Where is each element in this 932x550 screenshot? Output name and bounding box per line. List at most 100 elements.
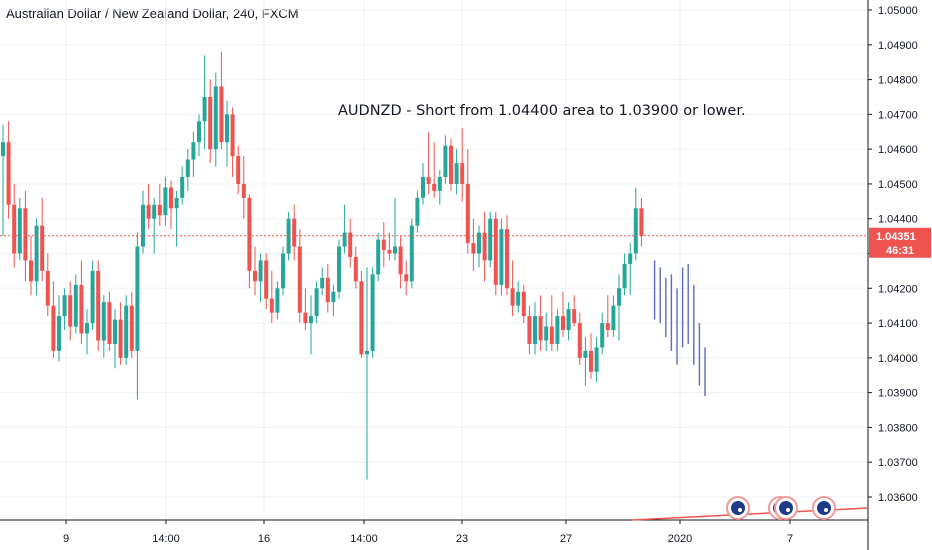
candle-body [34, 225, 39, 282]
candle-body [353, 256, 358, 282]
candle-body [561, 316, 565, 331]
candle-body [348, 232, 353, 257]
candle-body [443, 145, 448, 177]
candle-body [583, 350, 588, 358]
flag-icon [731, 501, 745, 515]
candle-body [510, 288, 515, 306]
candle-body [549, 326, 554, 344]
candle-body [398, 246, 403, 275]
y-tick-label: 1.04800 [878, 75, 918, 87]
candle-body [359, 281, 364, 355]
candle-body [633, 208, 638, 254]
candle-body [387, 250, 392, 254]
candle-body [45, 270, 50, 306]
candle-body [477, 232, 481, 254]
y-tick-label: 1.03600 [878, 492, 918, 504]
candle-body [505, 229, 509, 289]
candle-body [17, 208, 22, 254]
candle-body [449, 145, 453, 184]
candle-body [432, 183, 437, 191]
candle-body [381, 239, 386, 251]
candle-body [437, 176, 442, 191]
y-tick-label: 1.04400 [878, 214, 918, 226]
candle-body [404, 274, 409, 282]
candle-body [264, 260, 269, 299]
candle-body [129, 305, 134, 351]
y-tick-label: 1.04900 [878, 40, 918, 52]
candle-body [113, 319, 117, 344]
countdown-label: 46:31 [886, 245, 914, 257]
candle-body [225, 114, 229, 143]
candle-body [174, 197, 179, 209]
candle-body [516, 291, 521, 306]
candle-body [180, 176, 185, 198]
flag-icon [817, 501, 831, 515]
y-tick-label: 1.04700 [878, 109, 918, 121]
x-tick-label: 16 [258, 533, 270, 545]
candle-body [12, 204, 17, 254]
candle-body [241, 183, 246, 198]
current-price-label: 1.04351 [876, 231, 916, 243]
x-tick-label: 7 [787, 533, 793, 545]
flag-star-icon [786, 508, 790, 512]
current-price-tag [869, 227, 931, 258]
candle-body [393, 246, 397, 254]
candle-body [213, 86, 218, 150]
y-tick-label: 1.03800 [878, 422, 918, 434]
candle-body [79, 284, 84, 334]
candle-body [465, 183, 470, 244]
candle-body [566, 309, 571, 331]
candle-body [191, 142, 196, 160]
candle-body [605, 323, 610, 331]
candle-body [471, 243, 476, 254]
candle-body [314, 288, 319, 317]
candle-body [101, 302, 106, 341]
candle-body [527, 316, 532, 344]
candle-body [258, 260, 263, 282]
candle-body [135, 246, 140, 351]
candle-body [202, 96, 207, 122]
candle-body [325, 277, 330, 303]
candle-body [219, 86, 224, 143]
candle-body [482, 232, 487, 261]
y-tick-label: 1.05000 [878, 5, 918, 17]
candle-body [163, 187, 168, 216]
candle-body [611, 305, 616, 331]
y-tick-label: 1.03900 [878, 388, 918, 400]
candle-body [617, 288, 621, 306]
candle-body [292, 218, 297, 247]
candle-body [90, 270, 95, 324]
candle-body [124, 305, 129, 358]
candle-body [152, 204, 157, 219]
candle-body [577, 323, 582, 358]
candle-body [555, 316, 560, 344]
x-tick-label: 23 [456, 533, 468, 545]
y-tick-label: 1.04600 [878, 144, 918, 156]
candle-body [544, 326, 549, 341]
annotation-text: AUDNZD - Short from 1.04400 area to 1.03… [338, 103, 746, 119]
candle-body [157, 204, 162, 216]
candle-body [1, 142, 5, 157]
x-tick-label: 14:00 [152, 533, 180, 545]
y-tick-label: 1.04100 [878, 318, 918, 330]
candle-body [342, 232, 347, 247]
flag-star-icon [824, 508, 828, 512]
candle-body [297, 246, 302, 313]
candle-body [197, 121, 201, 143]
candle-body [370, 274, 375, 351]
candle-body [96, 270, 101, 341]
candle-body [533, 316, 537, 344]
candle-body [538, 316, 543, 341]
candle-body [589, 350, 593, 372]
candle-body [376, 239, 381, 275]
candle-body [73, 284, 78, 327]
y-tick-label: 1.03700 [878, 457, 918, 469]
candle-body [29, 260, 33, 282]
candle-body [594, 347, 599, 372]
candle-body [409, 225, 414, 282]
candle-body [185, 159, 190, 177]
candle-body [62, 295, 67, 317]
candle-body [269, 298, 274, 313]
candle-body [68, 295, 73, 327]
